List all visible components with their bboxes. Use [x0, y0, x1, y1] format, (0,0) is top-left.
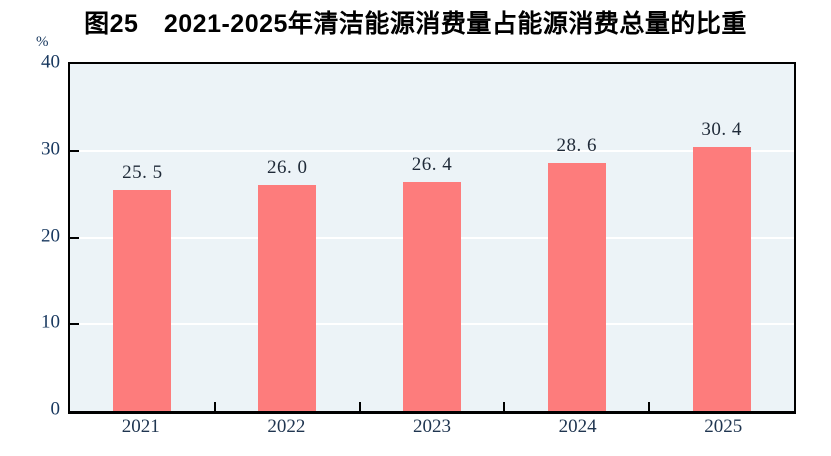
bar: [113, 189, 172, 411]
y-tick-label: 10: [41, 311, 60, 333]
x-tick-label: 2025: [704, 416, 743, 437]
bar: [547, 162, 606, 411]
plot-area: 25. 5 26. 0 26. 4 28. 6 30. 4: [68, 62, 796, 414]
bar-value-label: 30. 4: [701, 119, 742, 141]
y-tick-label: 0: [50, 398, 61, 420]
x-tick-label: 2022: [267, 416, 306, 437]
chart-title: 图25 2021-2025年清洁能源消费量占能源消费总量的比重: [84, 10, 747, 38]
y-tick-mark: [70, 323, 79, 326]
y-axis: 0 10 20 30 40: [0, 53, 60, 419]
bar-value-label: 25. 5: [122, 161, 163, 183]
x-tick-mark: [213, 402, 216, 411]
x-tick-label: 2023: [413, 416, 451, 437]
x-tick-mark: [648, 402, 651, 411]
gridline: [70, 149, 794, 152]
x-tick-mark: [503, 402, 506, 411]
bar: [258, 185, 317, 411]
y-tick-mark: [70, 236, 79, 239]
x-tick-mark: [358, 402, 361, 411]
y-tick-label: 30: [41, 138, 60, 160]
bar-value-label: 26. 0: [266, 157, 308, 179]
y-axis-unit-label: %: [36, 34, 49, 50]
y-tick-label: 20: [41, 225, 60, 246]
bar-value-label: 26. 4: [411, 153, 453, 175]
bar: [692, 147, 751, 411]
y-tick-label: 40: [41, 51, 60, 73]
x-tick-label: 2024: [558, 416, 597, 437]
bar: [403, 181, 461, 411]
x-axis: 2021 2022 2023 2024 2025: [68, 417, 796, 447]
x-tick-label: 2021: [121, 416, 160, 437]
y-tick-mark: [70, 149, 79, 152]
bar-value-label: 28. 6: [556, 134, 598, 156]
